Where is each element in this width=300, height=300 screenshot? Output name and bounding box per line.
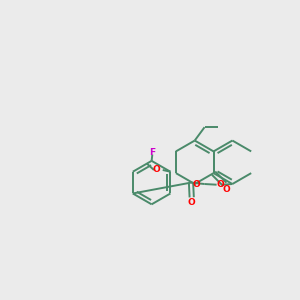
Text: F: F <box>149 148 155 157</box>
Text: O: O <box>193 179 200 188</box>
Text: O: O <box>222 185 230 194</box>
Text: O: O <box>188 198 196 207</box>
Text: O: O <box>153 166 160 175</box>
Text: O: O <box>216 180 224 189</box>
